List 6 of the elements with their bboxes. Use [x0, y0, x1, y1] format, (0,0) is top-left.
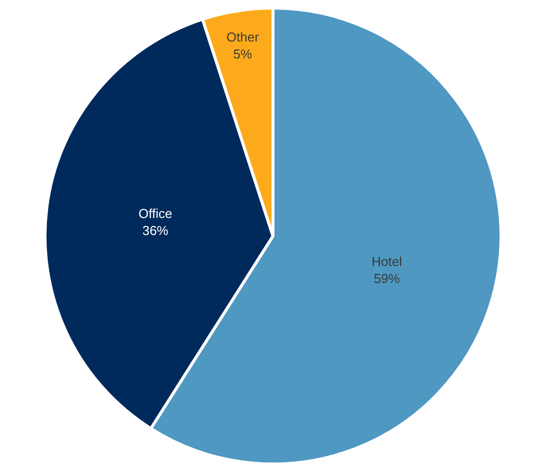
data-label: 59% [374, 271, 400, 286]
data-label: 5% [233, 46, 253, 62]
slice-label: Office [138, 206, 172, 222]
slice-label: Hotel [372, 254, 402, 270]
slice-label: Other [226, 30, 260, 45]
data-label: 36% [142, 223, 169, 238]
